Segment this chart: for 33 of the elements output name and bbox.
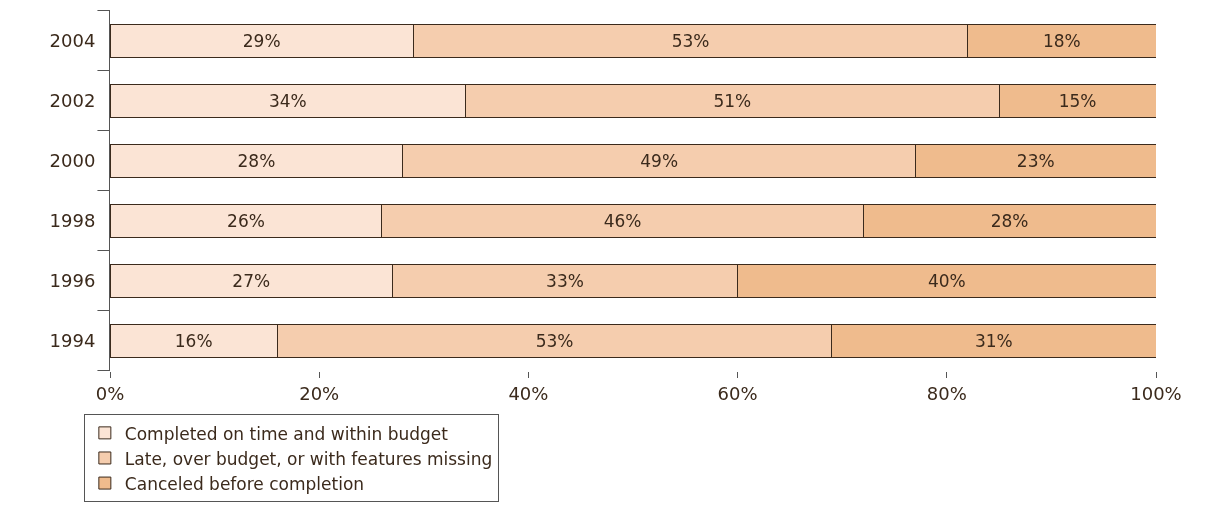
legend-label: Canceled before completion <box>124 473 365 494</box>
y-tick-label: 2004 <box>49 29 96 51</box>
x-tick-label: 0% <box>95 382 125 404</box>
data-label: 23% <box>1016 150 1055 171</box>
y-tick-label: 1996 <box>49 269 96 291</box>
data-label: 46% <box>603 210 642 231</box>
x-tick-label: 60% <box>717 382 758 404</box>
legend-label: Completed on time and within budget <box>124 423 449 444</box>
data-label: 53% <box>671 30 710 51</box>
data-label: 27% <box>232 270 271 291</box>
data-label: 28% <box>237 150 276 171</box>
data-label: 51% <box>713 90 752 111</box>
data-label: 16% <box>174 330 213 351</box>
data-label: 49% <box>640 150 679 171</box>
x-tick-label: 80% <box>926 382 967 404</box>
y-tick-label: 2002 <box>49 89 96 111</box>
data-label: 18% <box>1042 30 1081 51</box>
y-tick-label: 1994 <box>49 329 96 351</box>
x-tick-label: 20% <box>299 382 340 404</box>
x-tick-label: 100% <box>1130 382 1182 404</box>
data-label: 29% <box>242 30 281 51</box>
y-tick-label: 2000 <box>49 149 96 171</box>
data-label: 28% <box>990 210 1029 231</box>
data-label: 53% <box>535 330 574 351</box>
data-label: 40% <box>927 270 966 291</box>
y-tick-label: 1998 <box>49 209 96 231</box>
data-label: 34% <box>268 90 307 111</box>
legend-label: Late, over budget, or with features missing <box>124 448 493 469</box>
x-tick-label: 40% <box>508 382 549 404</box>
data-label: 31% <box>974 330 1013 351</box>
data-label: 26% <box>227 210 265 231</box>
data-label: 33% <box>546 270 584 291</box>
data-label: 15% <box>1058 90 1097 111</box>
